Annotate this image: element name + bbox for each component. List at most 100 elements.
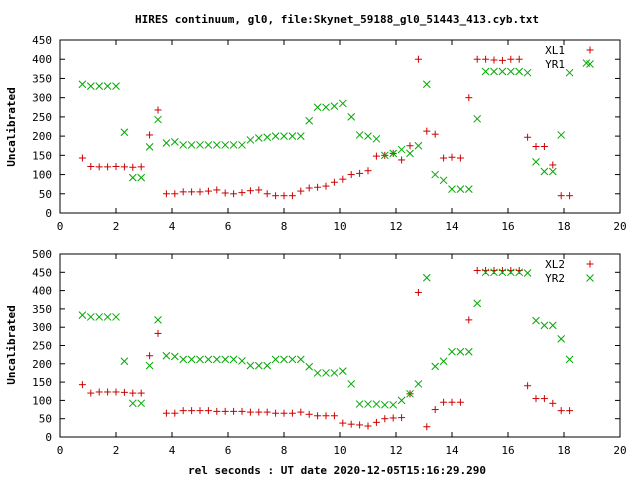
top-point-xl1 [288,192,296,200]
bottom-point-yr2 [355,400,364,408]
bottom-point-xl2 [188,407,196,415]
top-point-yr1 [372,134,381,143]
bottom-point-yr2 [271,355,280,364]
top-y-tick-label: 250 [32,111,52,124]
bottom-point-yr2 [137,399,146,408]
top-point-yr1 [296,132,305,140]
top-point-yr1 [557,131,566,139]
top-y-tick-label: 300 [32,92,52,105]
bottom-point-yr2 [389,400,398,409]
top-point-xl1 [162,190,170,198]
top-point-xl1 [423,127,431,135]
top-point-yr1 [540,167,549,176]
bottom-point-yr2 [422,273,431,282]
bottom-point-yr2 [456,347,465,356]
bottom-point-xl2 [154,329,162,337]
bottom-point-yr2 [95,313,104,321]
bottom-point-yr2 [263,361,272,370]
bottom-point-yr2 [86,313,95,321]
top-point-xl1 [356,169,364,177]
bottom-y-tick-label: 500 [32,248,52,261]
top-point-xl1 [347,171,355,179]
top-y-tick-label: 100 [32,169,52,182]
top-point-yr1 [506,67,515,76]
bottom-y-tick-label: 0 [45,431,52,444]
top-point-yr1 [464,185,473,194]
bottom-point-xl2 [549,399,557,407]
top-y-tick-label: 0 [45,207,52,220]
bottom-point-yr2 [238,357,246,365]
top-point-yr1 [78,80,87,89]
bottom-y-tick-label: 450 [32,266,52,279]
top-point-xl1 [314,183,322,191]
bottom-x-tick-label: 6 [225,444,232,457]
bottom-point-yr2 [406,389,414,398]
top-point-xl1 [557,192,565,200]
top-point-xl1 [87,162,95,170]
bottom-point-xl2 [263,408,271,416]
top-point-xl1 [448,153,456,161]
top-point-yr1 [162,139,171,147]
top-point-yr1 [364,132,372,140]
top-point-yr1 [229,141,238,149]
bottom-point-yr2 [557,335,566,343]
bottom-point-yr2 [280,355,288,364]
bottom-point-yr2 [296,355,305,364]
top-point-yr1 [128,173,137,182]
bottom-y-tick-label: 50 [39,413,52,426]
top-point-xl1 [213,186,221,194]
top-point-xl1 [456,154,464,162]
bottom-point-yr2 [464,347,473,356]
bottom-point-xl2 [129,389,137,397]
bottom-x-tick-label: 10 [333,444,346,457]
top-point-yr1 [179,141,188,149]
bottom-y-tick-label: 100 [32,394,52,407]
bottom-point-xl2 [423,423,431,431]
top-point-xl1 [280,192,288,200]
bottom-point-xl2 [280,409,288,417]
bottom-series-yr2 [78,268,574,409]
bottom-point-yr2 [221,355,230,364]
top-point-xl1 [255,186,263,194]
bottom-point-xl2 [473,266,481,274]
top-point-yr1 [170,138,179,146]
bottom-point-yr2 [246,361,255,370]
bottom-point-yr2 [347,380,356,388]
top-point-yr1 [456,185,465,194]
top-point-yr1 [431,170,440,179]
bottom-y-tick-label: 350 [32,303,52,316]
bottom-x-tick-label: 14 [445,444,459,457]
top-point-yr1 [137,173,146,182]
top-point-yr1 [448,185,456,194]
top-x-tick-label: 10 [333,220,346,233]
bottom-point-xl2 [389,414,397,422]
top-point-yr1 [204,141,213,149]
top-point-xl1 [297,187,305,195]
top-point-yr1 [288,132,297,140]
bottom-point-xl2 [347,420,355,428]
top-point-yr1 [254,134,263,142]
bottom-point-yr2 [431,362,440,371]
bottom-x-tick-label: 16 [501,444,514,457]
top-y-tick-label: 200 [32,130,52,143]
bottom-point-xl2 [171,409,179,417]
bottom-point-xl2 [305,410,313,418]
top-point-yr1 [187,141,196,149]
top-point-yr1 [246,136,255,144]
bottom-y-tick-label: 200 [32,358,52,371]
bottom-point-xl2 [112,388,120,396]
bottom-legend-marker-xl2 [586,260,594,268]
bottom-plot-frame [59,253,621,438]
top-point-yr1 [523,68,532,77]
top-legend-marker-yr1 [586,60,594,68]
top-x-tick-label: 0 [57,220,64,233]
bottom-point-yr2 [212,355,221,364]
bottom-point-yr2 [78,311,87,319]
bottom-point-yr2 [506,268,515,277]
bottom-point-xl2 [322,412,330,420]
top-point-xl1 [532,142,540,150]
bottom-point-yr2 [305,362,314,371]
bottom-panel: Uncalibrated 0 2 4 6 8 10 12 14 16 18 200501001502… [5,248,627,457]
